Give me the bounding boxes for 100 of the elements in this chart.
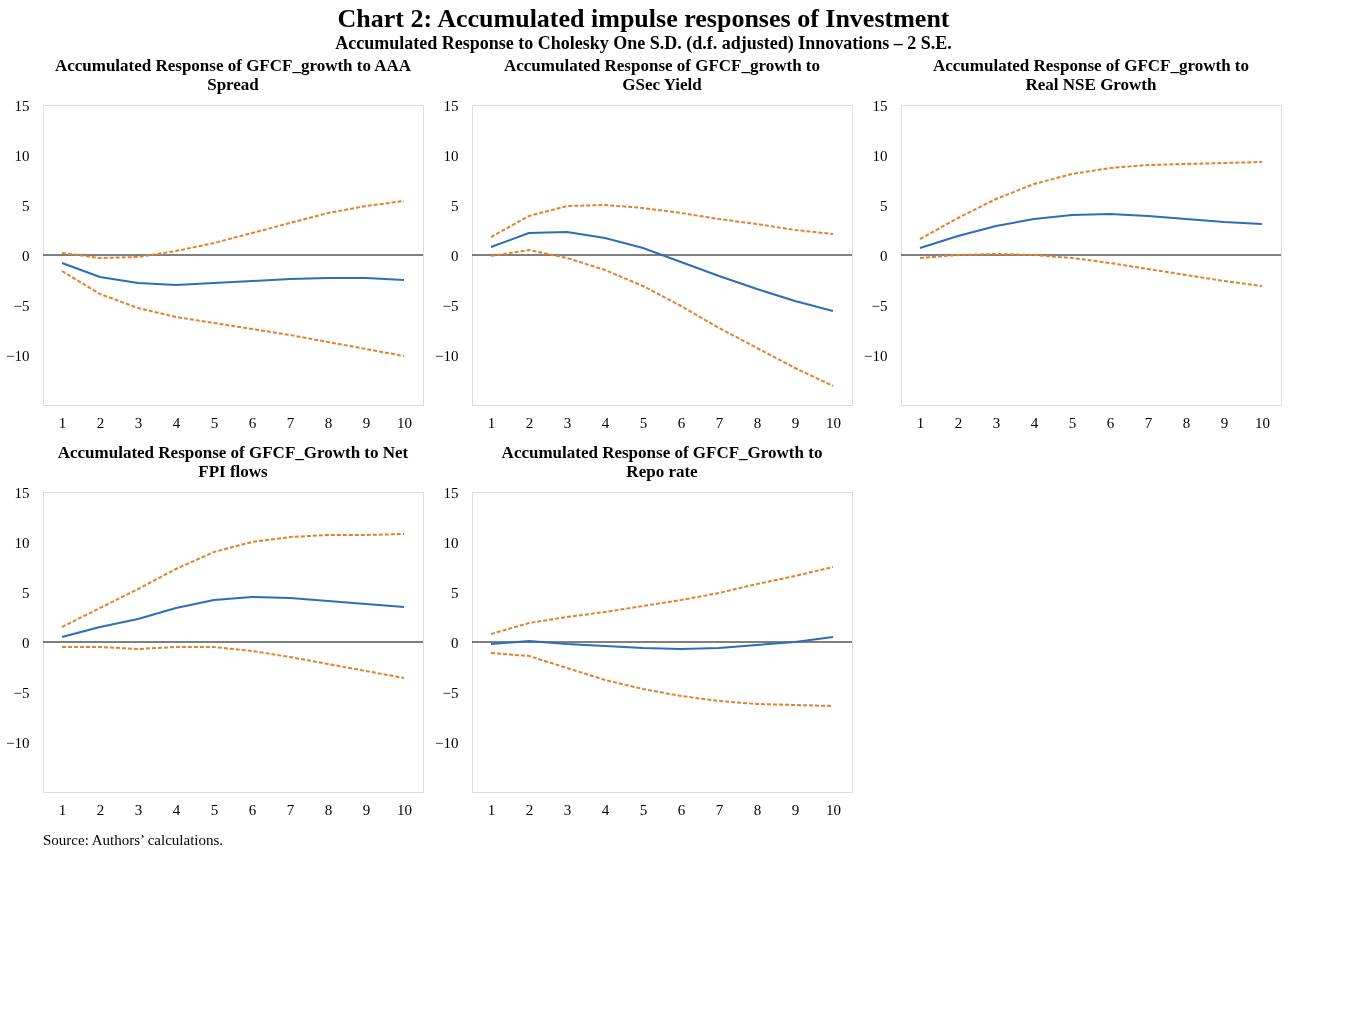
line-series [919, 213, 1263, 249]
x-tick-label: 9 [362, 801, 371, 818]
x-tick-label: 6 [248, 801, 257, 818]
x-tick-label: 4 [601, 801, 610, 818]
x-tick-label: 1 [916, 414, 925, 431]
line-series [490, 204, 834, 238]
x-tick-label: 10 [1255, 414, 1270, 431]
x-tick-label: 6 [248, 414, 257, 431]
chart-title: Accumulated Response of GFCF_growth to Real NSE Growth [932, 56, 1250, 94]
x-tick-label: 3 [992, 414, 1001, 431]
x-tick-label: 2 [525, 414, 534, 431]
y-tick-label: 5 [880, 197, 888, 214]
x-tick-label: 3 [134, 801, 143, 818]
x-tick-label: 5 [210, 801, 219, 818]
y-tick-label: 10 [443, 534, 459, 551]
y-tick-label: 10 [443, 147, 459, 164]
x-tick-label: 7 [715, 801, 724, 818]
x-tick-label: 5 [1068, 414, 1077, 431]
line-series [919, 253, 1263, 287]
line-series [61, 270, 405, 357]
x-tick-label: 5 [639, 801, 648, 818]
x-tick-label: 8 [753, 801, 762, 818]
line-series [490, 249, 834, 387]
x-tick-label: 2 [96, 414, 105, 431]
line-series [61, 262, 405, 286]
source-note: Source: Authors’ calculations. [43, 832, 224, 848]
x-tick-label: 7 [1144, 414, 1153, 431]
x-tick-label: 10 [397, 414, 412, 431]
line-series [490, 652, 834, 707]
text: Accumulated Response to Cholesky One S.D. (d.f. adjusted) Innovations – 2 S.E. [335, 32, 952, 54]
x-tick-label: 9 [362, 414, 371, 431]
y-tick-label: 0 [22, 634, 30, 651]
x-tick-label: 8 [324, 414, 333, 431]
x-tick-label: 1 [58, 414, 67, 431]
x-tick-label: 4 [601, 414, 610, 431]
y-tick-label: −10 [6, 734, 30, 751]
line-series [61, 200, 405, 259]
y-tick-label: −5 [13, 684, 30, 701]
x-tick-label: 6 [677, 801, 686, 818]
y-tick-label: −5 [442, 684, 459, 701]
chart-title: Accumulated Response of GFCF_growth to AAA Spread [54, 56, 412, 94]
y-tick-label: 15 [443, 97, 459, 114]
y-tick-label: 0 [22, 247, 30, 264]
x-tick-label: 2 [96, 801, 105, 818]
line-series [61, 533, 405, 628]
x-tick-label: 4 [172, 801, 181, 818]
x-tick-label: 1 [58, 801, 67, 818]
chart-title: Accumulated Response of GFCF_growth to GSec Yield [503, 56, 821, 94]
x-tick-label: 5 [639, 414, 648, 431]
x-tick-label: 1 [487, 414, 496, 431]
x-tick-label: 10 [397, 801, 412, 818]
y-tick-label: 15 [872, 97, 888, 114]
y-tick-label: −5 [442, 297, 459, 314]
y-tick-label: 0 [880, 247, 888, 264]
x-tick-label: 7 [286, 414, 295, 431]
x-tick-label: 4 [1030, 414, 1039, 431]
y-tick-label: 10 [14, 147, 30, 164]
y-tick-label: 10 [872, 147, 888, 164]
y-tick-label: 5 [451, 584, 459, 601]
line-series [61, 596, 405, 638]
x-tick-label: 9 [1220, 414, 1229, 431]
x-tick-label: 7 [286, 801, 295, 818]
x-tick-label: 10 [826, 801, 841, 818]
x-tick-label: 8 [1182, 414, 1191, 431]
line-series [919, 161, 1263, 240]
chart-title: Accumulated Response of GFCF_Growth to Repo rate [501, 443, 823, 481]
y-tick-label: −10 [864, 347, 888, 364]
y-tick-label: 10 [14, 534, 30, 551]
line-series [490, 566, 834, 635]
x-tick-label: 9 [791, 414, 800, 431]
y-tick-label: 15 [443, 484, 459, 501]
x-tick-label: 7 [715, 414, 724, 431]
x-tick-label: 5 [210, 414, 219, 431]
line-series [61, 646, 405, 679]
x-tick-label: 2 [954, 414, 963, 431]
y-tick-label: −10 [6, 347, 30, 364]
x-tick-label: 9 [791, 801, 800, 818]
x-tick-label: 4 [172, 414, 181, 431]
y-tick-label: −5 [13, 297, 30, 314]
y-tick-label: 5 [451, 197, 459, 214]
y-tick-label: −10 [435, 734, 459, 751]
y-tick-label: 0 [451, 634, 459, 651]
x-tick-label: 3 [134, 414, 143, 431]
y-tick-label: 5 [22, 197, 30, 214]
x-tick-label: 8 [324, 801, 333, 818]
y-tick-label: 15 [14, 97, 30, 114]
x-tick-label: 1 [487, 801, 496, 818]
x-tick-label: 6 [1106, 414, 1115, 431]
x-tick-label: 2 [525, 801, 534, 818]
y-tick-label: 15 [14, 484, 30, 501]
x-tick-label: 3 [563, 801, 572, 818]
y-tick-label: −5 [871, 297, 888, 314]
text: Chart 2: Accumulated impulse responses of Investment [337, 3, 950, 33]
y-tick-label: −10 [435, 347, 459, 364]
y-tick-label: 5 [22, 584, 30, 601]
x-tick-label: 6 [677, 414, 686, 431]
y-tick-label: 0 [451, 247, 459, 264]
chart-title: Accumulated Response of GFCF_Growth to Net FPI flows [57, 443, 409, 481]
x-tick-label: 10 [826, 414, 841, 431]
line-series [490, 636, 834, 650]
